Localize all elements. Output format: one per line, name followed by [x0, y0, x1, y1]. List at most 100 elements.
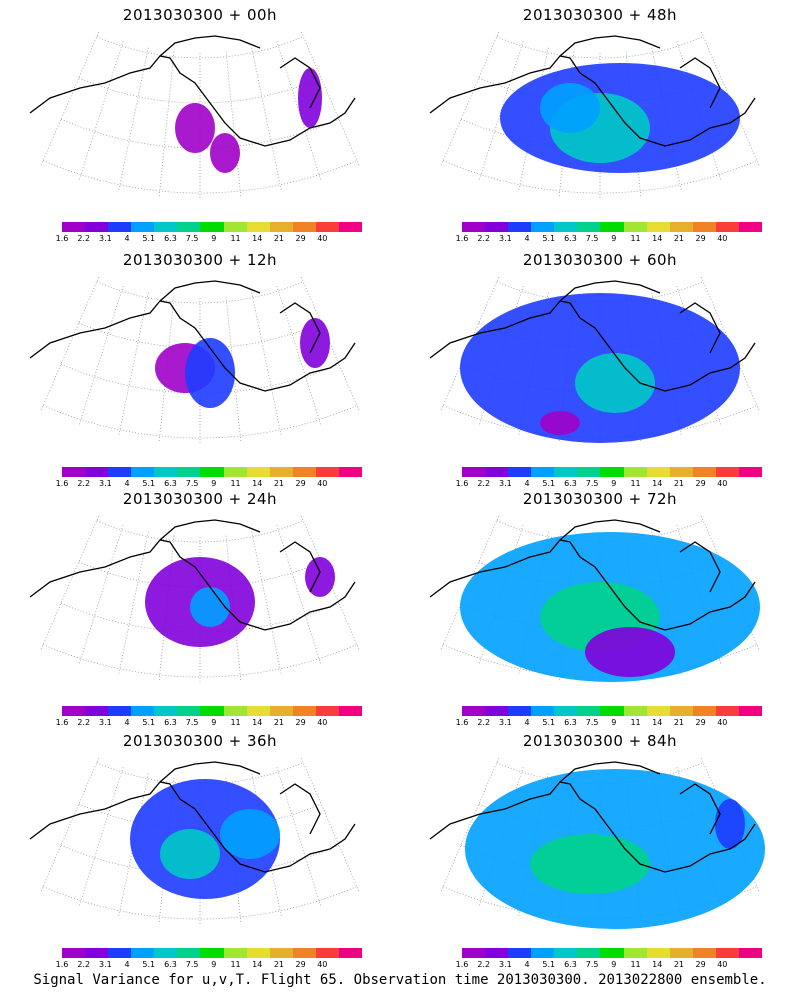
colorbar-swatch	[692, 222, 716, 232]
colorbar-swatch	[508, 222, 532, 232]
colorbar-swatch	[600, 706, 624, 716]
panel-title: 2013030300 + 84h	[522, 732, 678, 750]
colorbar-swatch	[531, 222, 555, 232]
colorbar-tick-label: 2.2	[477, 718, 491, 727]
colorbar-swatch	[338, 948, 363, 958]
colorbar-tick-label: 9	[211, 960, 217, 969]
latitude-gridline	[42, 405, 358, 439]
colorbar-labels: 1.6 2.2 3.1 4 5.1 6.3 7.5 9 11 14 21 29 40	[56, 960, 362, 970]
colorbar-tick-label: 5.1	[542, 234, 556, 243]
colorbar-tick-label: 21	[273, 479, 285, 488]
colorbar-tick-label: 9	[611, 479, 617, 488]
colorbar-swatch	[738, 467, 763, 477]
colorbar-tick-label: 21	[273, 718, 285, 727]
colorbar-tick-label: 2.2	[77, 479, 91, 488]
colorbar-tick-label: 7.5	[585, 234, 599, 243]
panel-title: 2013030300 + 36h	[122, 732, 278, 750]
colorbar-swatch	[200, 706, 224, 716]
latitude-gridline	[96, 520, 304, 543]
coastline	[29, 519, 356, 631]
panel-title: 2013030300 + 12h	[122, 251, 278, 269]
coastline	[29, 280, 356, 392]
coastline	[429, 280, 756, 392]
variance-field-region	[298, 68, 322, 128]
colorbar-tick-label: 29	[295, 479, 306, 488]
colorbar-tick-label: 29	[295, 718, 306, 727]
colorbar	[62, 706, 363, 716]
colorbar-tick-label: 2.2	[477, 479, 491, 488]
panel-title: 2013030300 + 60h	[522, 251, 678, 269]
map-panel-12h: 2013030300 + 12h 1.6 2.2 3.1 4 5.1 6.3 7.5 9 11 1…	[0, 245, 400, 490]
colorbar-swatch	[62, 948, 86, 958]
colorbar-swatch	[108, 467, 132, 477]
map-panel-72h: 2013030300 + 72h 1.6 2.2 3.1 4 5.1 6.3 7.5 9 11 1…	[400, 484, 800, 729]
colorbar	[462, 222, 763, 232]
colorbar-labels: 1.6 2.2 3.1 4 5.1 6.3 7.5 9 11 14 21 29 40	[456, 479, 762, 489]
map-panel-84h: 2013030300 + 84h 1.6 2.2 3.1 4 5.1 6.3 7.5 9 11 1…	[400, 726, 800, 971]
colorbar-swatch	[692, 706, 716, 716]
colorbar-tick-label: 40	[317, 479, 328, 488]
colorbar-swatch	[462, 222, 486, 232]
colorbar-tick-label: 1.6	[455, 479, 469, 488]
latitude-gridline	[96, 36, 304, 59]
colorbar-swatch	[646, 948, 670, 958]
colorbar-tick-label: 6.3	[164, 718, 177, 727]
colorbar-swatch	[223, 467, 247, 477]
colorbar-swatch	[246, 467, 270, 477]
colorbar-swatch	[108, 706, 132, 716]
colorbar-swatch	[577, 222, 601, 232]
colorbar-tick-label: 5.1	[142, 234, 156, 243]
colorbar-swatch	[246, 222, 270, 232]
colorbar-tick-label: 4	[124, 479, 130, 488]
colorbar-tick-label: 29	[695, 960, 706, 969]
colorbar-tick-label: 7.5	[185, 479, 199, 488]
longitude-gridline	[40, 276, 100, 411]
variance-field-region	[305, 557, 335, 597]
colorbar-tick-label: 9	[611, 718, 617, 727]
map-panel-00h: 2013030300 + 00h 1.6 2.2 3.1 4 5.1 6.3 7.5 9 11 1…	[0, 0, 400, 245]
colorbar-tick-label: 40	[717, 234, 728, 243]
coastline	[429, 761, 756, 873]
colorbar-swatch	[531, 706, 555, 716]
colorbar-swatch	[154, 467, 178, 477]
colorbar-swatch	[554, 706, 578, 716]
colorbar-tick-label: 1.6	[55, 479, 69, 488]
latitude-gridline	[496, 36, 704, 59]
latitude-gridline	[442, 160, 758, 194]
colorbar-tick-label: 1.6	[55, 234, 69, 243]
colorbar-swatch	[131, 948, 155, 958]
colorbar-swatch	[669, 706, 693, 716]
colorbar-swatch	[269, 222, 293, 232]
colorbar-tick-label: 40	[717, 960, 728, 969]
colorbar-tick-label: 40	[717, 479, 728, 488]
colorbar-swatch	[715, 222, 739, 232]
colorbar-swatch	[223, 222, 247, 232]
colorbar-tick-label: 29	[695, 718, 706, 727]
longitude-gridline	[40, 31, 100, 166]
colorbar-swatch	[338, 706, 363, 716]
colorbar-swatch	[577, 467, 601, 477]
colorbar-labels: 1.6 2.2 3.1 4 5.1 6.3 7.5 9 11 14 21 29 40	[56, 234, 362, 244]
colorbar-swatch	[600, 948, 624, 958]
colorbar-swatch	[246, 948, 270, 958]
variance-field-region	[175, 103, 215, 153]
colorbar-tick-label: 11	[230, 718, 241, 727]
map-plot	[29, 515, 360, 682]
colorbar-tick-label: 2.2	[477, 960, 491, 969]
colorbar-tick-label: 7.5	[585, 479, 599, 488]
colorbar-swatch	[154, 948, 178, 958]
colorbar-tick-label: 11	[630, 479, 641, 488]
colorbar-swatch	[223, 948, 247, 958]
colorbar-tick-label: 2.2	[77, 718, 91, 727]
colorbar-tick-label: 40	[317, 718, 328, 727]
longitude-gridline	[440, 31, 500, 166]
map-plot	[429, 276, 760, 443]
colorbar-tick-label: 6.3	[164, 234, 177, 243]
latitude-gridline	[78, 77, 322, 104]
variance-field-region	[190, 587, 230, 627]
colorbar-swatch	[200, 467, 224, 477]
colorbar	[462, 467, 763, 477]
colorbar-tick-label: 6.3	[164, 479, 177, 488]
colorbar-tick-label: 5.1	[542, 718, 556, 727]
colorbar-labels: 1.6 2.2 3.1 4 5.1 6.3 7.5 9 11 14 21 29 40	[456, 960, 762, 970]
